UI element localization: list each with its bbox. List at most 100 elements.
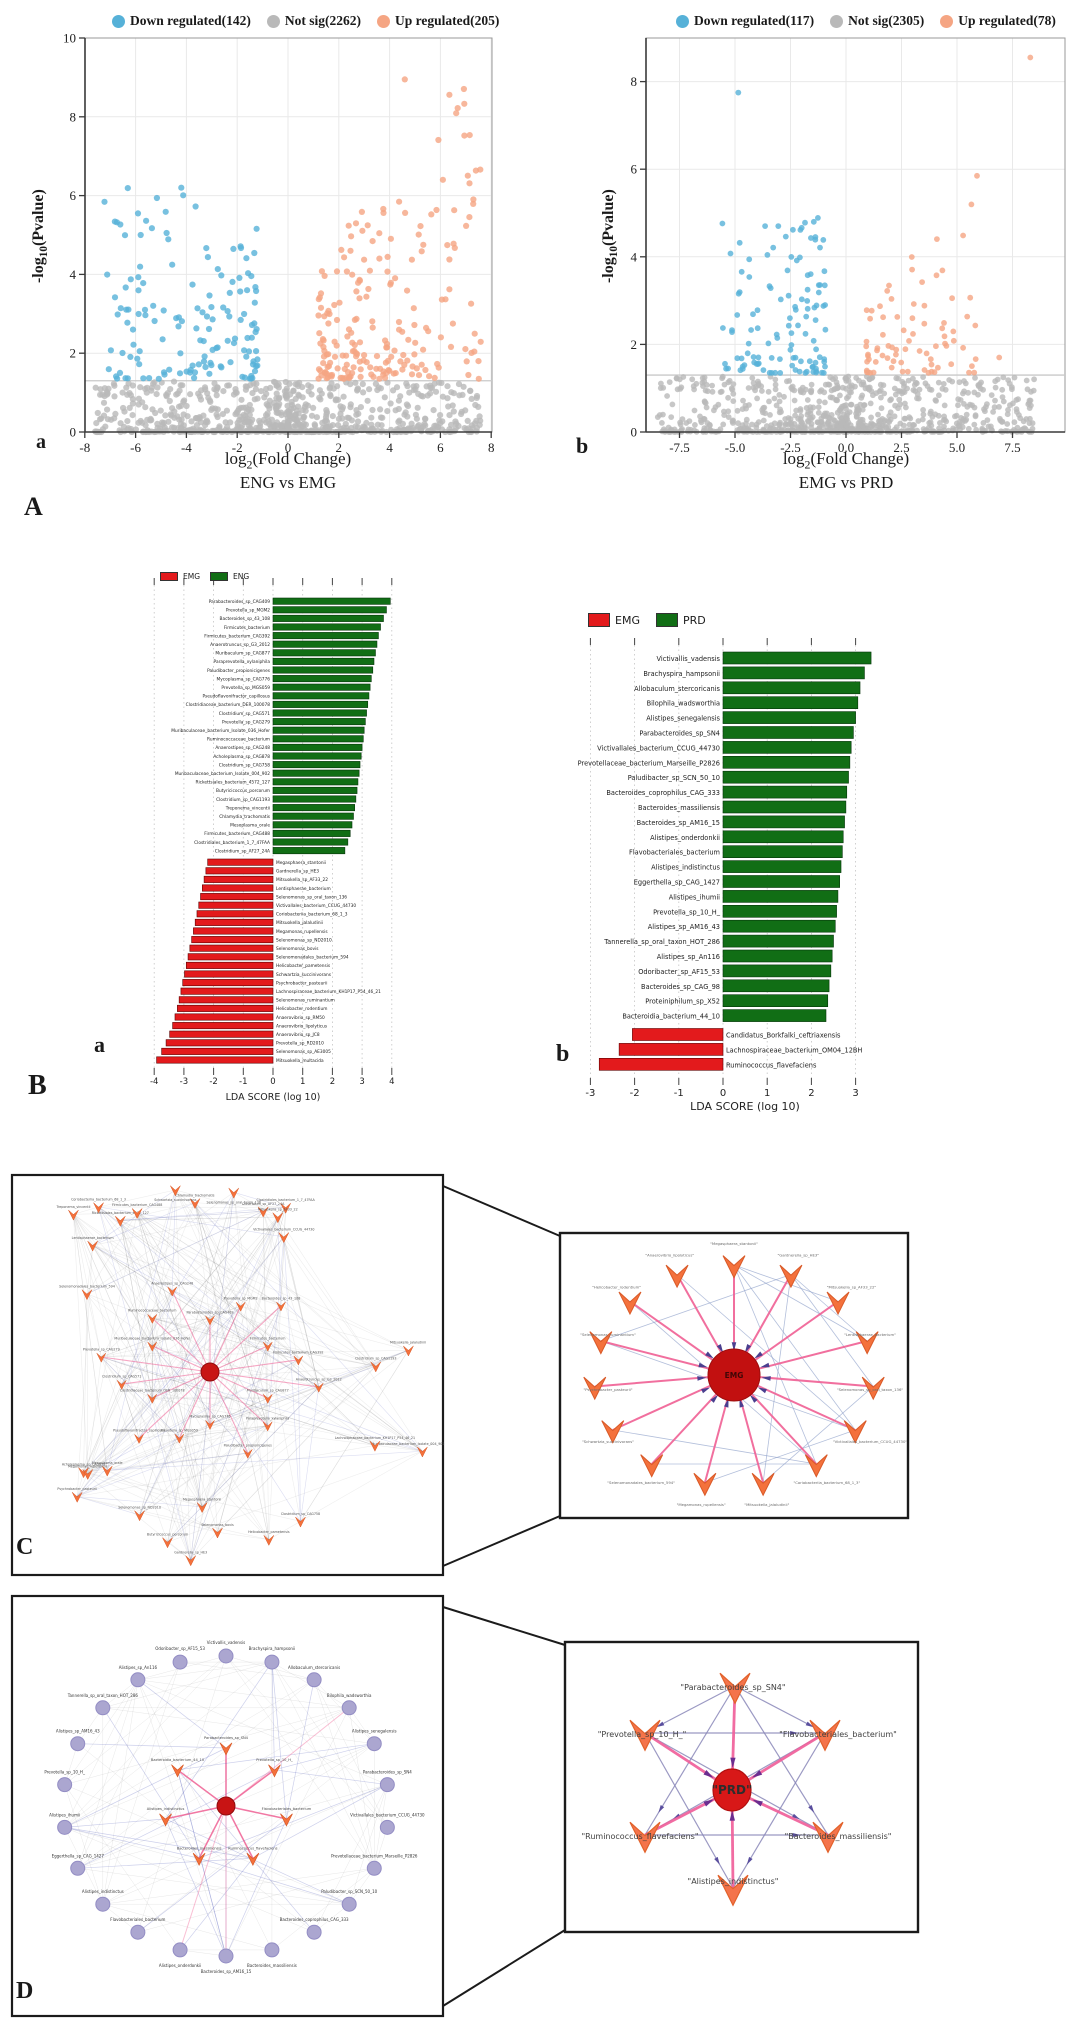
- legend-swatch-icon: [160, 572, 178, 581]
- edge-arrowhead-icon: [656, 1721, 665, 1728]
- taxon-node-icon: [601, 1420, 625, 1444]
- svg-text:6: 6: [437, 440, 444, 455]
- taxon-node-icon: [170, 1185, 181, 1197]
- svg-text:Parabacteroides_sp_SN4: Parabacteroides_sp_SN4: [639, 730, 720, 738]
- svg-text:Ruminococcaceae_bacterium: Ruminococcaceae_bacterium: [207, 737, 270, 743]
- svg-text:Anaerotruncus_sp_G3_2012: Anaerotruncus_sp_G3_2012: [210, 642, 270, 648]
- legend-label: EMG: [183, 572, 201, 581]
- svg-text:-2: -2: [630, 1088, 640, 1099]
- svg-text:1: 1: [300, 1077, 305, 1087]
- edge-arrowhead-icon: [752, 1770, 763, 1778]
- svg-text:"Parabacteroides_sp_SN4": "Parabacteroides_sp_SN4": [680, 1683, 785, 1692]
- svg-text:Flavobacteriales_bacterium: Flavobacteriales_bacterium: [110, 1917, 165, 1922]
- svg-text:2: 2: [631, 337, 638, 352]
- svg-text:Lachnospiraceae_bacterium_OM04: Lachnospiraceae_bacterium_OM04_12BH: [726, 1046, 862, 1054]
- legend-label: ENG: [233, 572, 250, 581]
- svg-text:-4: -4: [181, 440, 192, 455]
- svg-text:Bacteroides_sp_AM16_15: Bacteroides_sp_AM16_15: [201, 1969, 252, 1974]
- svg-text:Selenomonas_sp_AE3005: Selenomonas_sp_AE3005: [276, 1049, 331, 1055]
- svg-text:"Selenomonas_ruminantium": "Selenomonas_ruminantium": [580, 1332, 636, 1337]
- svg-text:Bacteroidia_bacterium_44_10: Bacteroidia_bacterium_44_10: [151, 1758, 205, 1762]
- taxon-node-icon: [861, 1376, 885, 1401]
- legend-label: EMG: [615, 613, 640, 627]
- taxon-node-icon: [693, 1472, 717, 1497]
- svg-text:Prevotella_sp_10_H_: Prevotella_sp_10_H_: [44, 1770, 86, 1775]
- taxon-node-icon: [722, 1255, 746, 1279]
- legend-item: Up regulated(78): [940, 13, 1056, 29]
- svg-text:Prevotella_sp_CAG279: Prevotella_sp_CAG279: [222, 719, 270, 725]
- svg-text:Anaerovibrio_sp_JC8: Anaerovibrio_sp_JC8: [276, 1032, 320, 1038]
- svg-text:Parabacteroides_sp_SN4: Parabacteroides_sp_SN4: [204, 1736, 249, 1740]
- taxon-node-icon: [313, 1382, 324, 1393]
- legend-item: EMG: [160, 572, 200, 581]
- panel-letter-a2: a: [94, 1032, 105, 1057]
- svg-text:Firmicutes_bacterium_CAG392: Firmicutes_bacterium_CAG392: [273, 1350, 323, 1354]
- svg-text:Prevotella_sp_10_H_: Prevotella_sp_10_H_: [653, 908, 721, 916]
- svg-text:-1: -1: [239, 1077, 247, 1087]
- taxon-node-icon: [719, 1672, 751, 1705]
- taxon-node-icon: [263, 1535, 275, 1546]
- svg-text:Clostridium_sp_CAG1193: Clostridium_sp_CAG1193: [355, 1357, 396, 1361]
- svg-text:Schwartzia_succinivorans: Schwartzia_succinivorans: [154, 1198, 196, 1202]
- svg-text:Butyricicoccus_porcorum: Butyricicoccus_porcorum: [216, 788, 270, 794]
- svg-text:Alistipes_sp_AM16_43: Alistipes_sp_AM16_43: [648, 923, 720, 931]
- svg-text:Alistipes_indistinctus: Alistipes_indistinctus: [651, 864, 720, 872]
- svg-text:Tannerella_sp_oral_taxon_HOT_2: Tannerella_sp_oral_taxon_HOT_286: [67, 1693, 139, 1698]
- taxon-node-icon: [640, 1454, 664, 1478]
- svg-text:4: 4: [631, 249, 638, 264]
- svg-text:Mitsuokella_jalaludinii: Mitsuokella_jalaludinii: [276, 920, 323, 926]
- svg-text:8: 8: [631, 74, 638, 89]
- taxon-node-icon: [115, 1215, 126, 1227]
- taxon-node-icon: [272, 1212, 284, 1224]
- svg-text:Clostridiaceae_bacterium_DER_1: Clostridiaceae_bacterium_DER_100078: [186, 702, 271, 708]
- svg-text:Bacteroides_massiliensis: Bacteroides_massiliensis: [247, 1963, 297, 1968]
- taxon-node-icon: [280, 1203, 291, 1214]
- svg-text:Clostridium_sp_AF27_24A: Clostridium_sp_AF27_24A: [215, 848, 270, 854]
- taxon-node-icon: [71, 1492, 83, 1503]
- svg-text:Victivallales_bacterium_CCUG_4: Victivallales_bacterium_CCUG_44730: [253, 1227, 314, 1231]
- svg-text:-1: -1: [674, 1088, 684, 1099]
- svg-text:Coriobacteriia_bacterium_68_1_: Coriobacteriia_bacterium_68_1_3: [71, 1197, 126, 1201]
- svg-text:Victivallales_bacterium_CCUG_4: Victivallales_bacterium_CCUG_44730: [276, 903, 356, 909]
- panel-letter-b1: b: [576, 433, 589, 458]
- svg-text:Prevotella_sp_MGM2: Prevotella_sp_MGM2: [224, 1297, 258, 1301]
- taxon-node-icon: [159, 1813, 172, 1827]
- taxon-node-icon: [717, 1874, 749, 1907]
- edge-arrowhead-icon: [792, 1833, 801, 1837]
- svg-text:"Helicobacter_rodentium": "Helicobacter_rodentium": [592, 1285, 641, 1290]
- svg-text:Megamonas_rupellensis: Megamonas_rupellensis: [68, 1464, 108, 1468]
- legend-label: Up regulated(205): [395, 13, 500, 28]
- svg-text:Megamonas_rupellensis: Megamonas_rupellensis: [276, 929, 328, 935]
- edge-arrowhead-icon: [714, 1856, 720, 1865]
- svg-text:Odoribacter_sp_AF15_53: Odoribacter_sp_AF15_53: [638, 968, 720, 976]
- svg-text:Mitsuokella_sp_AF33_22: Mitsuokella_sp_AF33_22: [258, 1207, 298, 1211]
- svg-text:Clostridium_sp_CAG758: Clostridium_sp_CAG758: [281, 1512, 320, 1516]
- svg-text:Prevotella_sp_10_H_: Prevotella_sp_10_H_: [256, 1758, 293, 1762]
- svg-text:7.5: 7.5: [1004, 440, 1020, 455]
- svg-text:Allobaculum_stercoricanis: Allobaculum_stercoricanis: [634, 685, 720, 693]
- svg-text:Anaerotruncus_sp_G3_2012: Anaerotruncus_sp_G3_2012: [296, 1378, 342, 1382]
- svg-text:Psychrobacter_pasteurii: Psychrobacter_pasteurii: [276, 980, 327, 986]
- svg-text:Alistipes_senegalensis: Alistipes_senegalensis: [646, 715, 720, 723]
- edge-arrowhead-icon: [808, 1805, 815, 1813]
- taxon-node-icon: [278, 1232, 290, 1244]
- taxon-node-icon: [246, 1852, 260, 1866]
- svg-text:0: 0: [285, 440, 292, 455]
- svg-text:Selenomonas_bovis: Selenomonas_bovis: [276, 946, 319, 952]
- svg-text:Victivallis_vadensis: Victivallis_vadensis: [657, 655, 721, 663]
- svg-text:-7.5: -7.5: [669, 440, 690, 455]
- edge-arrowhead-icon: [716, 1344, 724, 1353]
- svg-text:Firmicutes_bacterium_CAG488: Firmicutes_bacterium_CAG488: [112, 1203, 162, 1207]
- taxon-node-icon: [81, 1289, 93, 1301]
- svg-text:4: 4: [70, 267, 77, 282]
- legend-item: Not sig(2305): [830, 13, 924, 29]
- svg-text:Mitsuokella_jalaludinii: Mitsuokella_jalaludinii: [390, 1341, 426, 1345]
- legend-item: PRD: [655, 613, 706, 627]
- taxon-node-icon: [665, 1264, 689, 1289]
- taxon-node-icon: [134, 1434, 144, 1444]
- svg-text:Anaerostipes_sp_CAG248: Anaerostipes_sp_CAG248: [215, 745, 270, 751]
- svg-text:Alistipes_indistinctus: Alistipes_indistinctus: [82, 1889, 124, 1894]
- svg-text:4: 4: [389, 1077, 394, 1087]
- network-D-inset-hub-label: "PRD": [712, 1783, 753, 1797]
- legend-swatch-icon: [266, 14, 280, 28]
